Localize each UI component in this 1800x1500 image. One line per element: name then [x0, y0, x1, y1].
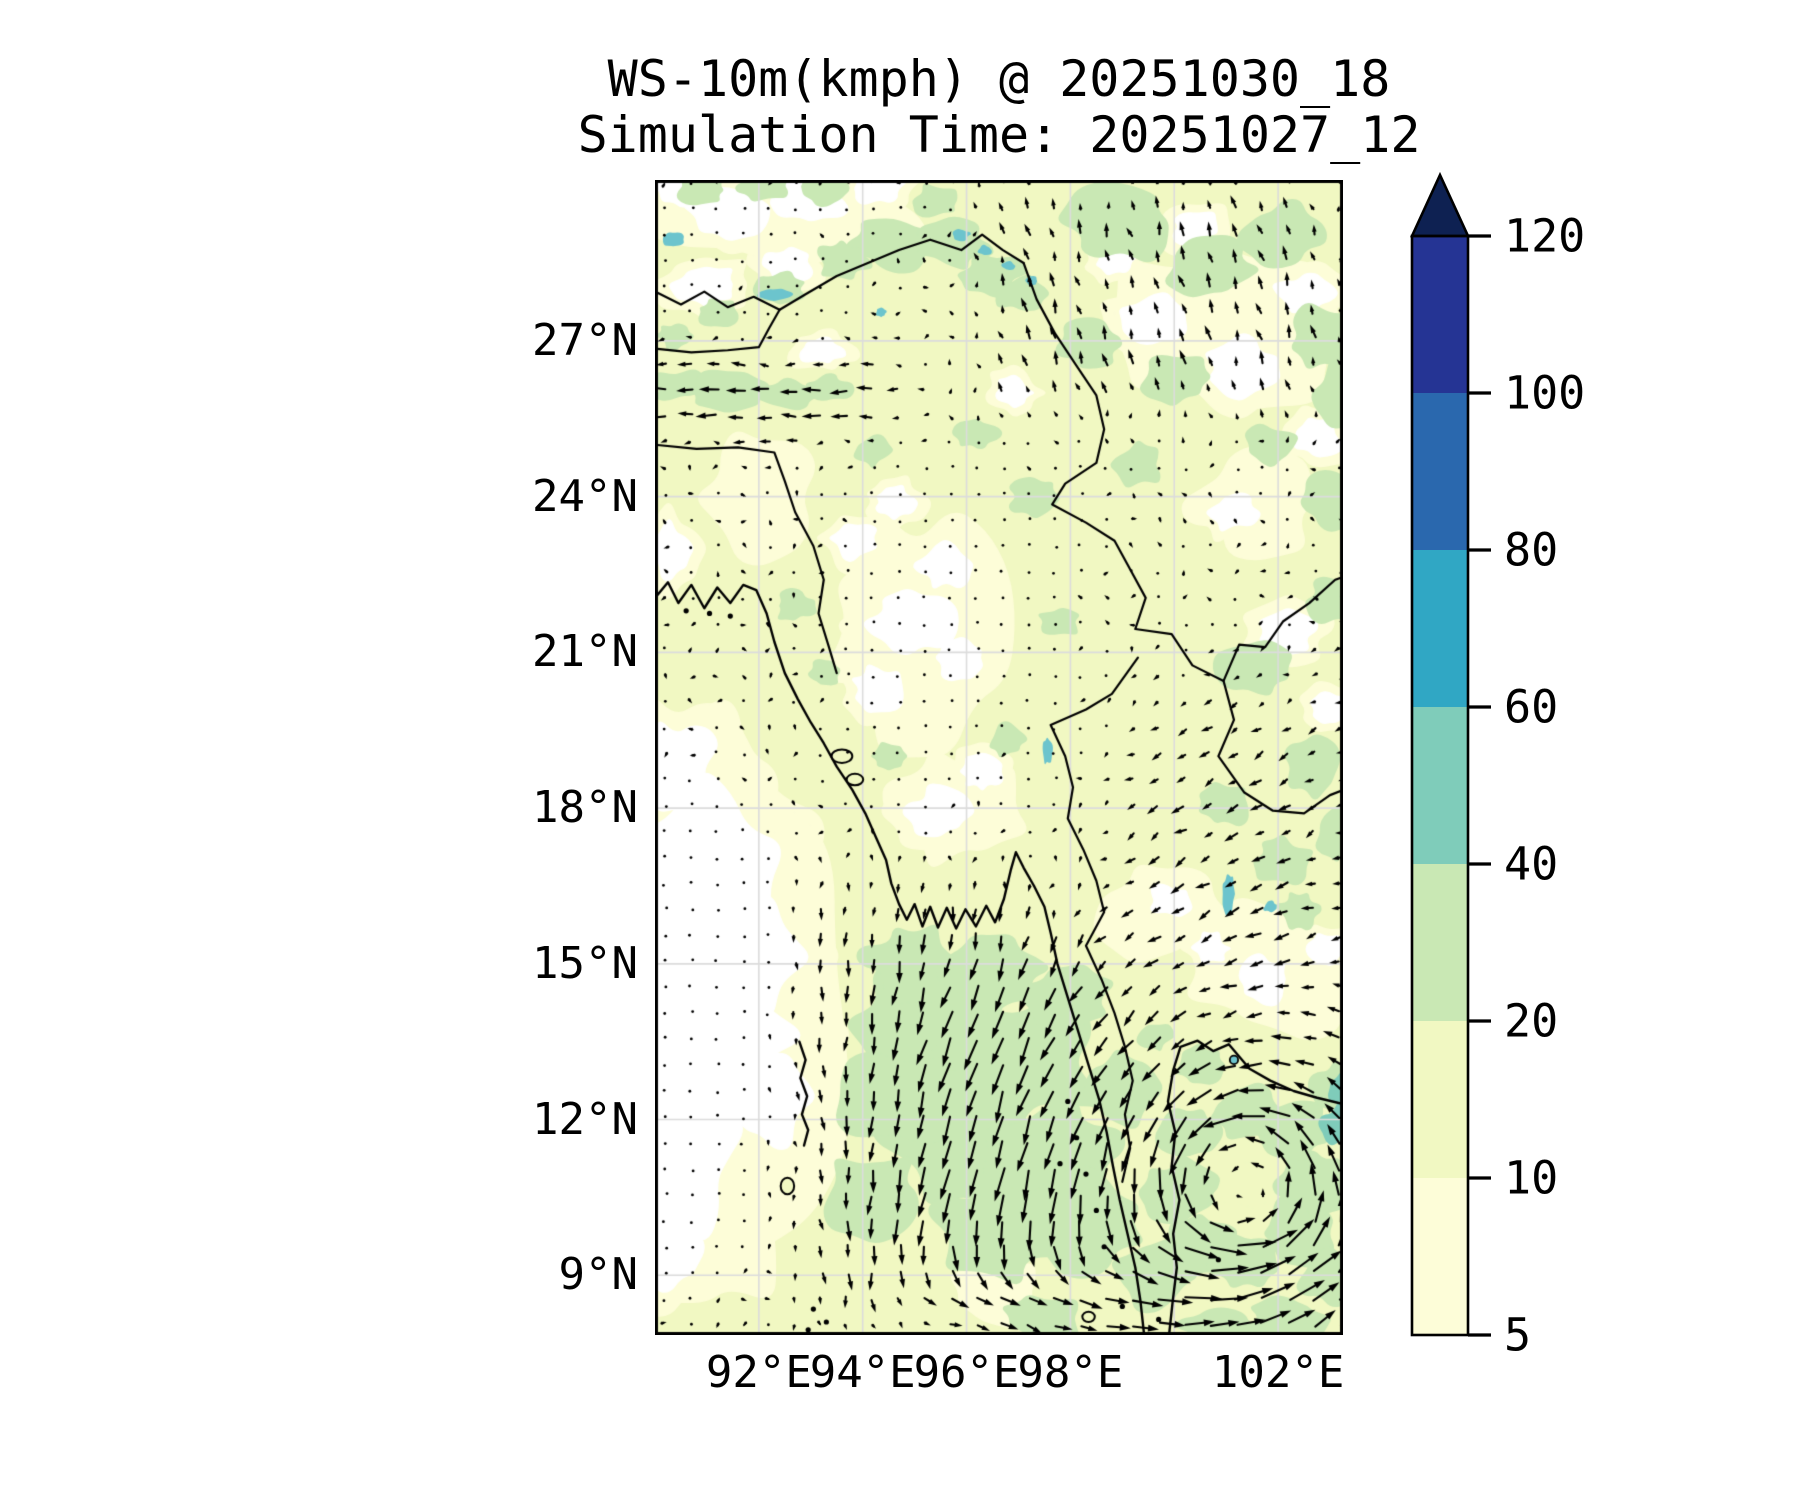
chart-subtitle: Simulation Time: 20251027_12	[577, 106, 1421, 164]
colorbar-segment	[1412, 707, 1468, 865]
y-tick-label: 18°N	[532, 782, 638, 834]
colorbar-segment	[1412, 236, 1468, 394]
y-tick-label: 24°N	[532, 470, 638, 522]
y-tick-label: 12°N	[532, 1093, 638, 1145]
colorbar-segment	[1412, 393, 1468, 551]
colorbar-outline	[1410, 234, 1470, 1337]
colorbar: 5 10 20 40 60 80 100 120	[1409, 171, 1585, 1362]
colorbar-segment	[1412, 1178, 1468, 1336]
colorbar-tick-label: 60	[1504, 681, 1558, 734]
x-tick-label: 94°E	[809, 1347, 916, 1398]
colorbar-tick-label: 5	[1504, 1309, 1531, 1362]
colorbar-segment	[1412, 864, 1468, 1022]
colorbar-extend-arrow	[1409, 171, 1471, 238]
y-tick-label: 15°N	[532, 937, 638, 989]
colorbar-tick-label: 10	[1504, 1152, 1558, 1205]
y-tick-label: 21°N	[532, 626, 638, 678]
colorbar-tick-label: 120	[1504, 210, 1585, 263]
colorbar-tick-label: 40	[1504, 838, 1558, 891]
x-tick-label: 98°E	[1017, 1347, 1124, 1398]
colorbar-segment	[1412, 1021, 1468, 1179]
colorbar-segment	[1412, 550, 1468, 708]
chart-title: WS-10m(kmph) @ 20251030_18	[607, 50, 1391, 108]
y-tick-label: 9°N	[558, 1249, 638, 1301]
x-tick-label: 92°E	[705, 1347, 812, 1398]
colorbar-tick-label: 100	[1504, 367, 1585, 420]
x-tick-label: 96°E	[913, 1347, 1020, 1398]
colorbar-tick-label: 20	[1504, 995, 1558, 1048]
x-tick-label: 102°E	[1211, 1347, 1345, 1398]
y-tick-label: 27°N	[532, 314, 638, 366]
colorbar-tick-label: 80	[1504, 524, 1558, 577]
wind-map-canvas	[655, 180, 1343, 1335]
